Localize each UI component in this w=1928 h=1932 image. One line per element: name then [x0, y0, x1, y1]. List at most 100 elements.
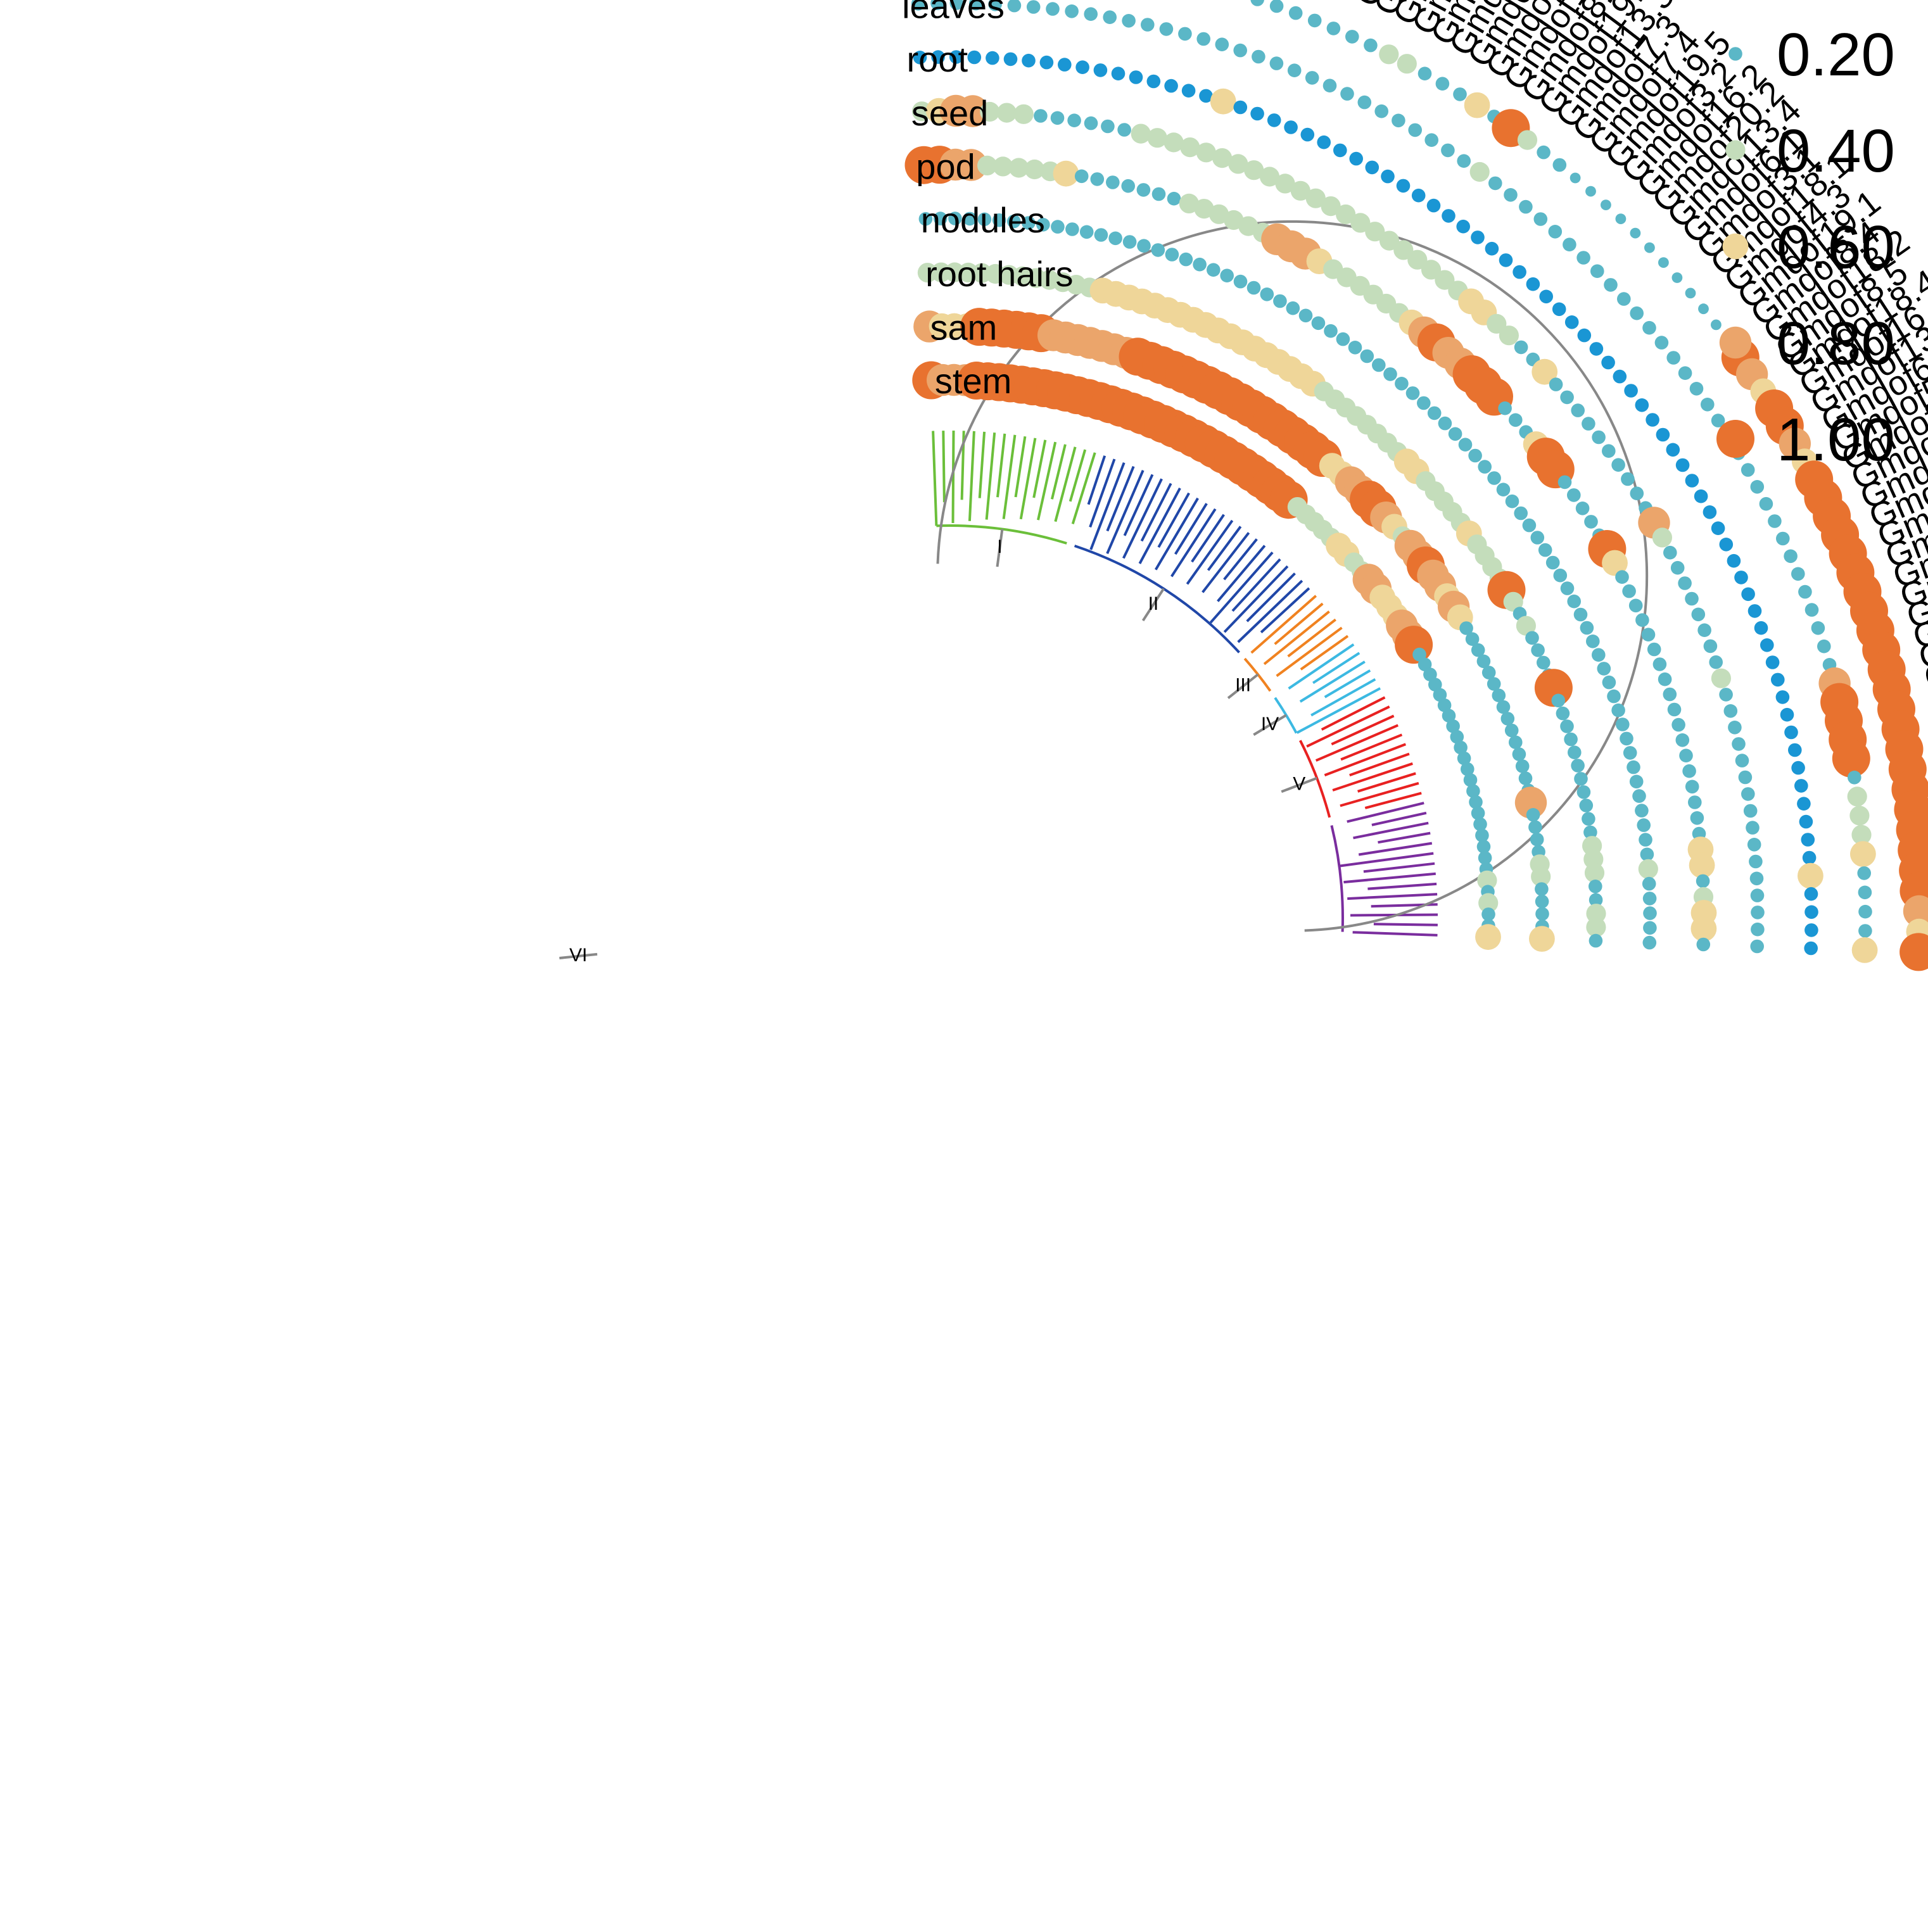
dot-nodules-Gmdof6.1	[1458, 438, 1473, 451]
dot-stem-Gmdof10.1	[1457, 751, 1471, 766]
dot-seed-Gmdof15.1	[1101, 119, 1115, 134]
dot-root-Gmdof13.7	[1685, 474, 1699, 488]
dot-pod-Gmdof16.1	[1584, 515, 1598, 529]
dot-nodules-Gmdof8.2	[1348, 341, 1362, 355]
dot-sam-Gmdof19.4	[1500, 712, 1515, 726]
dot-nodules-Gmdof18.4	[1530, 531, 1545, 545]
dot-stem-Gmdof4.2	[1475, 828, 1489, 843]
dot-pod-Gmdof17.4	[993, 156, 1013, 177]
dot-pod-Gmdof8.5	[1567, 488, 1581, 502]
dot-flower-Gmdof18.1	[1685, 287, 1696, 299]
dot-pod-Gmdof15.8	[1074, 169, 1089, 184]
dot-root-Gmdof19.2	[1456, 219, 1470, 234]
dot-flower-Gmdof7.3	[1552, 158, 1567, 172]
dot-pod-Gmdof5.4	[1685, 780, 1699, 794]
tree-leaf-branch	[1089, 462, 1126, 550]
dot-nodules-Gmdof3.2	[1417, 396, 1431, 410]
dot-nodules-Gmdof6.5	[1553, 568, 1568, 583]
dot-root-Gmdof9.2	[1798, 862, 1823, 889]
dot-seed-Gmdof19.2	[1421, 260, 1442, 280]
dot-seed-Gmdof15.6	[1365, 222, 1385, 242]
dot-pod-Gmdof15.1	[1090, 172, 1105, 186]
dot-root-Gmdof1.3	[1022, 53, 1036, 68]
dot-leaves-Gmdof7.3	[1519, 199, 1533, 214]
dot-seed-Gmdof3.2	[1487, 313, 1507, 334]
dot-seed-Gmdof10.2	[1212, 148, 1233, 168]
tree-leaf-branch	[1087, 455, 1107, 505]
dot-nodules-Gmdof8.4	[1505, 494, 1519, 508]
dot-stem-Gmdof19.3	[1454, 740, 1468, 755]
dot-leaves-Gmdof12.1	[1851, 937, 1878, 963]
tree-leaf-branch	[1373, 923, 1438, 926]
dot-nodules-Gmdof2.4	[1597, 662, 1611, 676]
dot-nodules-Gmdof15.5	[1036, 218, 1050, 232]
dot-flower-Gmdof17.1	[1417, 66, 1432, 80]
tree-leaf-branch	[1378, 831, 1431, 844]
tree-leaf-branch	[1367, 882, 1437, 890]
dot-sam-Gmdof4.2	[1528, 820, 1542, 834]
ring-label-leaves: leaves	[902, 0, 1005, 26]
dot-sam-Gmdof5.4	[1526, 808, 1540, 822]
tree-leaf-branch	[1352, 931, 1438, 937]
dot-pod-Gmdof2.1	[1106, 175, 1120, 189]
dot-nodules-Gmdof1.3	[1006, 214, 1021, 229]
dot-leaves-Gmdof2.4	[1798, 584, 1812, 599]
dot-leaves-Gmdof6.1	[1617, 292, 1631, 306]
dot-pod-Gmdof18.2	[1557, 475, 1572, 489]
tree-leaf-branch	[1140, 483, 1172, 542]
dot-seed-Gmdof1.3	[1013, 104, 1034, 124]
dot-flower-Gmdof3.2	[1601, 199, 1611, 210]
dot-seed-Gmdof8.5	[1611, 458, 1625, 472]
dot-leaves-Gmdof7.5	[1441, 143, 1455, 158]
dot-root-Gmdof18.4	[1666, 443, 1680, 457]
dot-pod-Gmdof4.1	[1690, 916, 1717, 942]
dot-nodules-Gmdof3.1	[1468, 448, 1482, 463]
dot-nodules-Gmdof20.1	[1260, 287, 1274, 301]
dot-seed-Gmdof11.2	[1321, 196, 1341, 217]
tree-leaf-branch	[1288, 643, 1355, 690]
legend-label: 0.80	[1777, 310, 1895, 377]
dot-nodules-Gmdof7.3	[1383, 367, 1397, 381]
dot-leaves-Gmdof5.1	[1750, 480, 1765, 494]
dot-root-Gmdof7.6	[1801, 833, 1815, 847]
dot-flower-Gmdof16.2	[1615, 213, 1627, 224]
dot-nodules-Gmdof8.1	[1580, 621, 1594, 635]
dot-root-Gmdof15.5	[1058, 58, 1072, 72]
tree-leaf-branch	[1106, 470, 1145, 554]
dot-flower-Gmdof20.1	[1379, 44, 1399, 65]
tree-clade-stem	[1227, 673, 1259, 699]
dot-pod-Gmdof1.3	[1008, 158, 1029, 178]
dot-nodules-Gmdof8.5	[1522, 518, 1537, 533]
dot-seed-Gmdof1.1	[1131, 123, 1151, 144]
dot-pod-Gmdof2.2	[1053, 160, 1079, 187]
tree-leaf-branch	[1340, 781, 1419, 807]
tree-leaf-branch	[1223, 565, 1289, 633]
dot-flower-Gmdof11.2	[1397, 54, 1417, 74]
dot-pod-Gmdof2.4	[1647, 642, 1661, 657]
tree-leaf-branch	[1324, 743, 1407, 777]
dot-leaves-Gmdof16.2	[1576, 251, 1590, 265]
dot-flower-Gmdof7.2	[1364, 38, 1378, 53]
dot-nodules-Gmdof5.1	[1560, 581, 1575, 595]
dot-root-Gmdof7.2	[1317, 135, 1331, 149]
dot-root-Gmdof18.3	[1780, 707, 1794, 722]
dot-leaves-Gmdof20.1	[1357, 95, 1372, 110]
tree-leaf-branch	[932, 431, 938, 526]
dot-root-hairs-Gmdof9.2	[1589, 880, 1602, 893]
dot-root-Gmdof15.2	[1284, 120, 1298, 134]
dot-leaves-Gmdof15.8	[1103, 10, 1117, 24]
dot-root-Gmdof2.2	[1075, 60, 1089, 74]
dot-leaves-Gmdof2.1	[1141, 18, 1155, 32]
tree-leaf-branch	[1315, 724, 1398, 762]
tree-leaf-branch	[1324, 669, 1371, 698]
dot-seed-Gmdof3.1	[1549, 377, 1563, 391]
dot-nodules-Gmdof11.1	[1022, 216, 1036, 230]
tree-clade-arc	[1074, 545, 1240, 653]
dot-root-hairs-Gmdof13.8	[1525, 631, 1539, 645]
dot-pod-Gmdof15.7	[1667, 702, 1682, 717]
dot-root-Gmdof15.4	[1734, 571, 1748, 584]
dot-nodules-Gmdof6.4	[1639, 833, 1652, 847]
tree-leaf-branch	[1014, 436, 1027, 498]
dot-flower-Gmdof15.6	[1453, 87, 1467, 101]
